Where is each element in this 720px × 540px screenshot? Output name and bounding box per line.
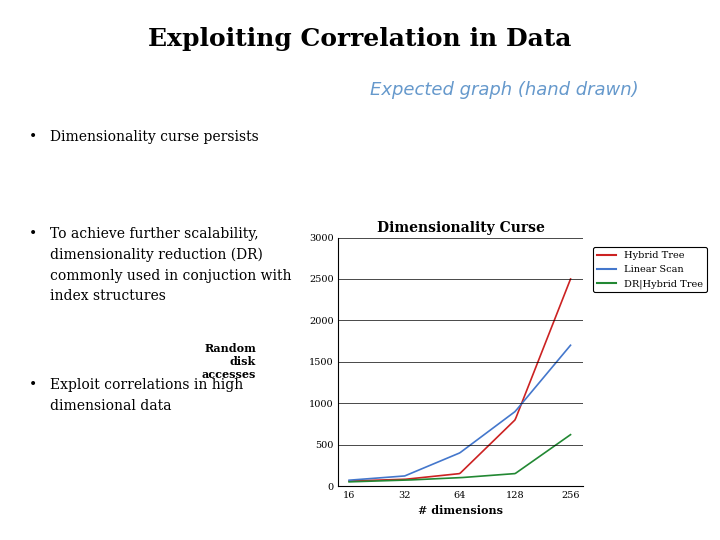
Text: •: • [29, 130, 37, 144]
Title: Dimensionality Curse: Dimensionality Curse [377, 221, 545, 235]
Text: •: • [29, 227, 37, 241]
X-axis label: # dimensions: # dimensions [418, 505, 503, 516]
Text: To achieve further scalability,
dimensionality reduction (DR)
commonly used in c: To achieve further scalability, dimensio… [50, 227, 292, 303]
Text: Expected graph (hand drawn): Expected graph (hand drawn) [369, 81, 639, 99]
Text: Exploit correlations in high
dimensional data: Exploit correlations in high dimensional… [50, 378, 243, 413]
Text: •: • [29, 378, 37, 392]
Text: Exploiting Correlation in Data: Exploiting Correlation in Data [148, 27, 572, 51]
Text: Dimensionality curse persists: Dimensionality curse persists [50, 130, 259, 144]
Y-axis label: Random
disk
accesses: Random disk accesses [202, 343, 256, 380]
Legend: Hybrid Tree, Linear Scan, DR|Hybrid Tree: Hybrid Tree, Linear Scan, DR|Hybrid Tree [593, 247, 707, 293]
